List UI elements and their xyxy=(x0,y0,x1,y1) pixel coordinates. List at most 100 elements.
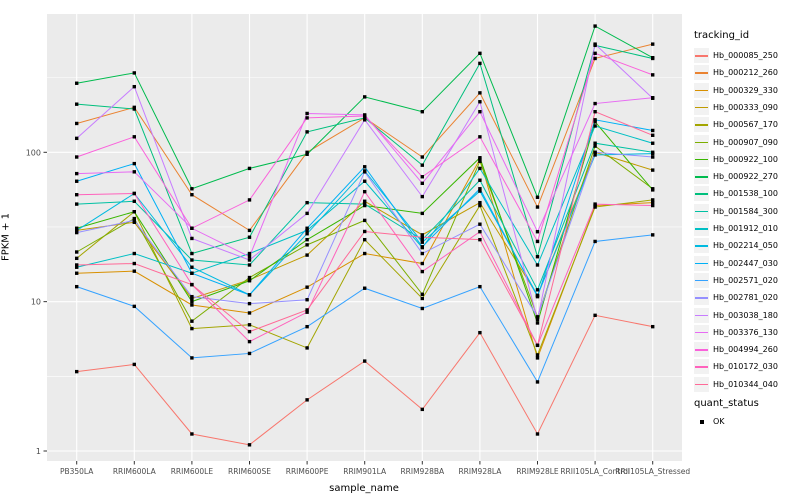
data-point xyxy=(593,51,597,56)
data-point xyxy=(535,321,540,325)
data-point xyxy=(247,275,252,280)
legend-line-icon xyxy=(695,55,708,57)
data-point xyxy=(478,187,482,191)
data-point xyxy=(247,228,252,233)
data-point xyxy=(75,369,79,374)
data-point xyxy=(535,353,540,357)
x-tick-label: RRII105LA_Control xyxy=(560,467,630,476)
data-point xyxy=(305,324,309,329)
legend-line-icon xyxy=(695,279,708,282)
data-point xyxy=(420,261,424,266)
legend-key-swatch xyxy=(694,117,709,133)
data-point xyxy=(478,166,482,171)
legend-key-swatch xyxy=(694,255,709,271)
x-tick-label: RRIM600PE xyxy=(286,467,329,476)
quant-status-label: OK xyxy=(713,417,725,426)
data-point xyxy=(363,229,367,234)
data-point xyxy=(593,56,597,61)
data-point xyxy=(190,193,194,197)
data-point xyxy=(247,329,252,334)
data-point xyxy=(190,294,194,299)
data-point xyxy=(651,233,655,237)
data-point xyxy=(535,315,540,319)
data-point xyxy=(478,230,482,234)
data-point xyxy=(190,271,194,275)
data-point xyxy=(363,179,367,183)
data-point xyxy=(420,306,424,311)
data-point xyxy=(75,271,79,275)
legend-entry-label: Hb_002214_050 xyxy=(713,241,778,251)
legend-key-swatch xyxy=(694,307,709,323)
data-point xyxy=(132,304,136,309)
legend-entry-label: Hb_002447_030 xyxy=(713,258,778,268)
data-point xyxy=(535,343,540,348)
data-point xyxy=(420,292,424,296)
data-point xyxy=(363,170,367,174)
legend-key-swatch xyxy=(694,134,709,150)
data-point xyxy=(132,135,136,139)
data-point xyxy=(651,188,655,192)
data-point xyxy=(75,155,79,159)
data-point xyxy=(651,96,655,100)
square-point-icon xyxy=(699,419,704,424)
data-point xyxy=(247,254,252,259)
data-point xyxy=(420,194,424,199)
legend-key-swatch xyxy=(694,82,709,98)
data-point xyxy=(305,398,309,402)
legend-key-swatch xyxy=(694,324,709,340)
legend-key-swatch xyxy=(694,169,709,185)
legend-entry-Hb_001912_010: Hb_001912_010 xyxy=(694,221,778,236)
y-axis-title: FPKM + 1 xyxy=(0,212,12,262)
data-point xyxy=(247,235,252,239)
legend-key-swatch xyxy=(694,186,709,202)
data-point xyxy=(420,211,424,216)
data-point xyxy=(75,179,79,183)
data-point xyxy=(190,326,194,331)
data-point xyxy=(305,228,309,233)
data-point xyxy=(478,156,482,160)
legend-entry-Hb_002571_020: Hb_002571_020 xyxy=(694,272,778,288)
data-point xyxy=(75,265,79,269)
legend-title-quant-status: quant_status xyxy=(694,398,759,409)
data-point xyxy=(478,330,482,335)
legend-line-icon xyxy=(695,89,708,92)
legend-entry-Hb_010172_030: Hb_010172_030 xyxy=(694,359,778,375)
x-axis-title: sample_name xyxy=(329,483,399,494)
data-point xyxy=(75,193,79,197)
legend-key-swatch xyxy=(694,290,709,306)
data-point xyxy=(190,296,194,301)
legend-entry-Hb_000085_250: Hb_000085_250 xyxy=(694,48,778,63)
data-point xyxy=(420,237,424,242)
data-point xyxy=(247,166,252,171)
data-point xyxy=(478,237,482,242)
data-point xyxy=(535,239,540,244)
x-tick-label: RRIM928LE xyxy=(516,467,559,476)
data-point xyxy=(132,71,136,75)
data-point xyxy=(478,91,482,95)
data-point xyxy=(190,282,194,287)
data-point xyxy=(132,218,136,223)
data-point xyxy=(75,284,79,289)
data-point xyxy=(190,258,194,262)
data-point xyxy=(420,175,424,179)
data-point xyxy=(651,168,655,172)
data-point xyxy=(420,296,424,301)
data-point xyxy=(132,107,136,111)
data-point xyxy=(593,101,597,106)
data-point xyxy=(247,311,252,315)
legend-key-swatch xyxy=(694,203,709,219)
legend-entry-Hb_000907_090: Hb_000907_090 xyxy=(694,134,778,150)
legend-line-icon xyxy=(695,141,708,143)
data-point xyxy=(420,235,424,239)
data-point xyxy=(190,303,194,307)
data-point xyxy=(247,251,252,256)
data-point xyxy=(420,110,424,114)
x-tick-label: PB350LA xyxy=(60,467,94,476)
data-point xyxy=(305,116,309,120)
data-point xyxy=(363,165,367,169)
legend-line-icon xyxy=(695,228,708,230)
x-tick-label: RRIM600LE xyxy=(171,467,214,476)
data-point xyxy=(305,232,309,236)
x-tick-label: RRIM600LA xyxy=(113,467,157,476)
data-point xyxy=(75,250,79,254)
